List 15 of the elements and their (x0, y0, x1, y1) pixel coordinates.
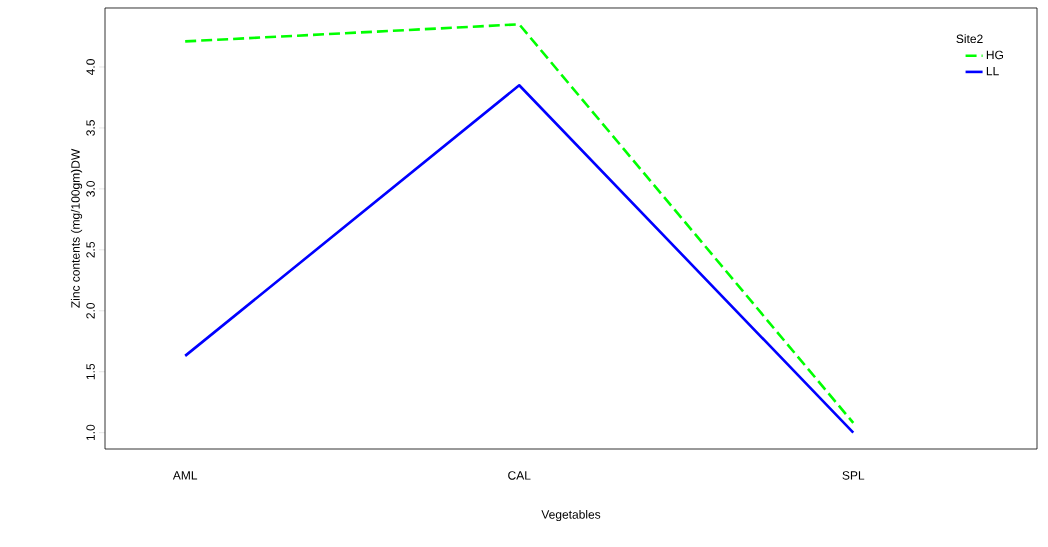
y-axis-title: Zinc contents (mg/100gm)DW (70, 148, 83, 308)
y-tick-label: 1.5 (86, 363, 95, 380)
y-tick-label: 2.0 (86, 302, 95, 319)
y-tick-label: 3.0 (86, 181, 95, 197)
x-tick-label: SPL (842, 471, 865, 480)
legend-label: HG (986, 50, 1003, 60)
x-tick-label: AML (172, 471, 198, 480)
y-tick-label: 4.0 (86, 59, 95, 76)
legend-title: Site2 (956, 34, 983, 44)
y-tick-label: 1.0 (86, 424, 95, 441)
y-tick-label: 3.5 (86, 120, 95, 136)
x-axis-title: Vegetables (541, 509, 601, 522)
y-tick-label: 2.5 (86, 241, 95, 258)
legend-label: LL (986, 66, 999, 76)
x-tick-label: CAL (508, 471, 531, 480)
